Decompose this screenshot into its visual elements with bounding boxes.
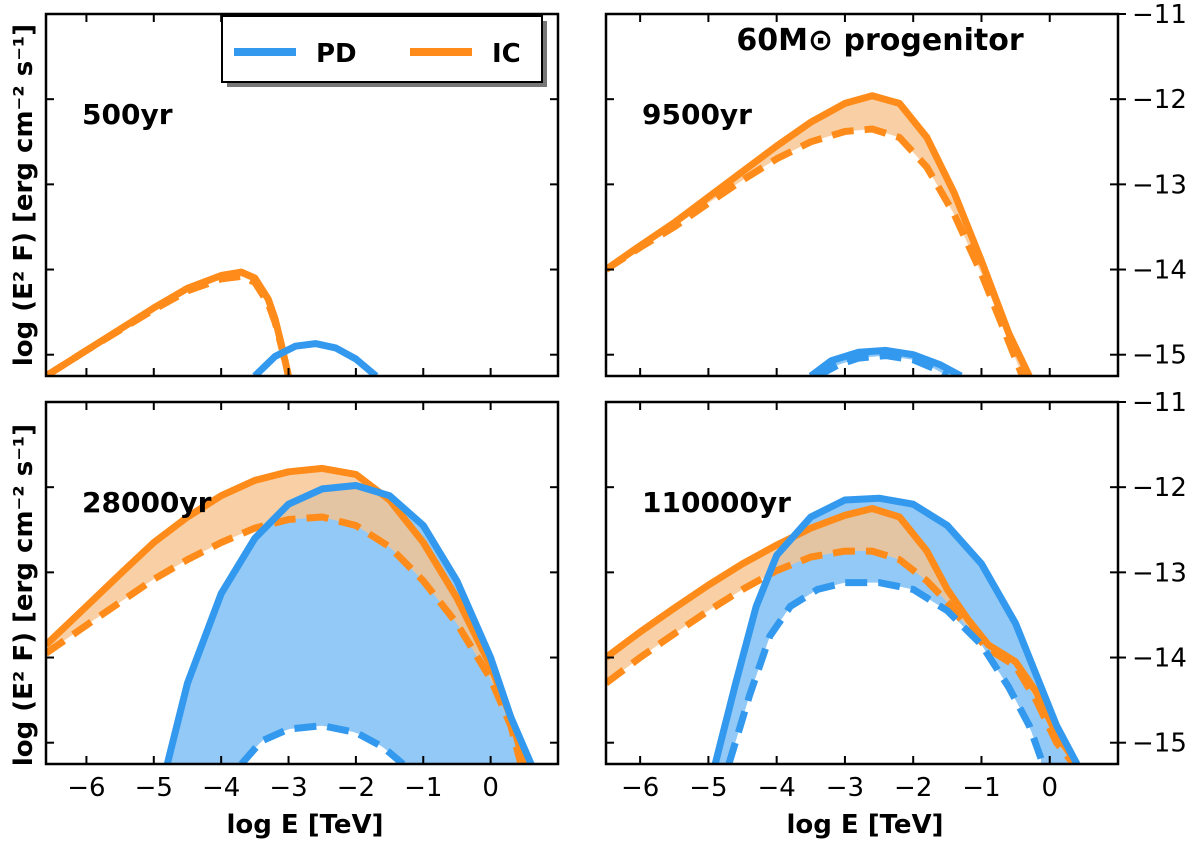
y-tick-label: −15	[1132, 341, 1187, 371]
panel-age-label: 110000yr	[642, 486, 791, 519]
ic-solid-curve	[46, 464, 528, 764]
x-axis-title-left: log E [TeV]	[226, 810, 383, 840]
x-tick-label: 0	[1041, 773, 1058, 803]
panel-3: −6 −5 −4 −3 −2 −1 0 28000yr	[44, 400, 560, 803]
y-tick-label: −13	[1132, 170, 1187, 200]
pd-band	[715, 498, 1073, 764]
x-tick-label: −1	[962, 773, 1000, 803]
x-tick-label: −2	[894, 773, 932, 803]
x-tick-label: −1	[404, 773, 442, 803]
panel-age-label: 9500yr	[642, 98, 752, 131]
x-tick-label: −5	[689, 773, 727, 803]
y-axis-title-bottom: log (E² F) [erg cm⁻² s⁻¹]	[9, 424, 39, 766]
x-tick-label: −2	[337, 773, 375, 803]
ic-solid-curve	[46, 268, 292, 376]
legend: PD IC	[221, 15, 547, 87]
panels-group: 500yr −11 −12 −13 −14 −15 9500yr −6 −5 −4 −3 −2 −1 0 2…	[44, 0, 1187, 803]
x-tick-label: 0	[482, 773, 499, 803]
x-axis-title-right: log E [TeV]	[786, 810, 943, 840]
ic-dashed-curve	[606, 125, 1026, 376]
panel-2: −11 −12 −13 −14 −15 9500yr	[604, 0, 1187, 378]
legend-ic-label: IC	[492, 39, 521, 69]
panel-frame	[44, 12, 560, 378]
legend-pd-label: PD	[316, 39, 357, 69]
pd-solid-curve	[808, 346, 963, 376]
plot-area	[46, 268, 379, 376]
y-tick-label: −13	[1132, 558, 1187, 588]
y-tick-label: −11	[1132, 0, 1187, 30]
x-tick-label: −4	[202, 773, 240, 803]
pd-dashed-curve	[815, 352, 950, 376]
x-tick-label: −3	[269, 773, 307, 803]
x-tick-label: −6	[621, 773, 659, 803]
panel-frame	[604, 400, 1120, 766]
y-tick-label: −12	[1132, 85, 1187, 115]
x-tick-label: −6	[67, 773, 105, 803]
ic-solid-curve	[606, 505, 1080, 764]
panel-frame	[44, 400, 560, 766]
panel-4: −6 −5 −4 −3 −2 −1 0 −11 −12 −13 −14 −15 110000yr	[604, 388, 1187, 803]
y-axis-title-top: log (E² F) [erg cm⁻² s⁻¹]	[9, 24, 39, 366]
y-tick-label: −15	[1132, 729, 1187, 759]
x-tick-label: −4	[758, 773, 796, 803]
y-tick-label: −12	[1132, 473, 1187, 503]
pd-solid-curve	[711, 494, 1081, 764]
x-tick-label: −5	[135, 773, 173, 803]
panel-age-label: 28000yr	[82, 486, 212, 519]
ic-dashed-curve	[46, 513, 525, 764]
ic-band	[606, 96, 1025, 376]
pd-dashed-curve	[725, 579, 1047, 764]
ic-solid-curve	[606, 92, 1033, 376]
pd-solid-curve	[163, 482, 535, 764]
ic-band	[46, 468, 525, 764]
ic-dashed-curve	[606, 547, 1077, 764]
progenitor-label: 60M⊙ progenitor	[736, 23, 1023, 58]
ic-dashed-curve	[46, 272, 292, 376]
x-tick-label: −3	[826, 773, 864, 803]
panel-frame	[604, 12, 1120, 378]
panel-1: 500yr	[44, 12, 560, 378]
plot-area	[606, 494, 1081, 764]
y-tick-label: −14	[1132, 644, 1187, 674]
plot-area	[46, 464, 535, 764]
pd-solid-curve	[252, 340, 379, 376]
plot-area	[606, 92, 1033, 376]
y-tick-label: −11	[1132, 388, 1187, 418]
y-tick-label: −14	[1132, 256, 1187, 286]
panel-age-label: 500yr	[82, 98, 173, 131]
